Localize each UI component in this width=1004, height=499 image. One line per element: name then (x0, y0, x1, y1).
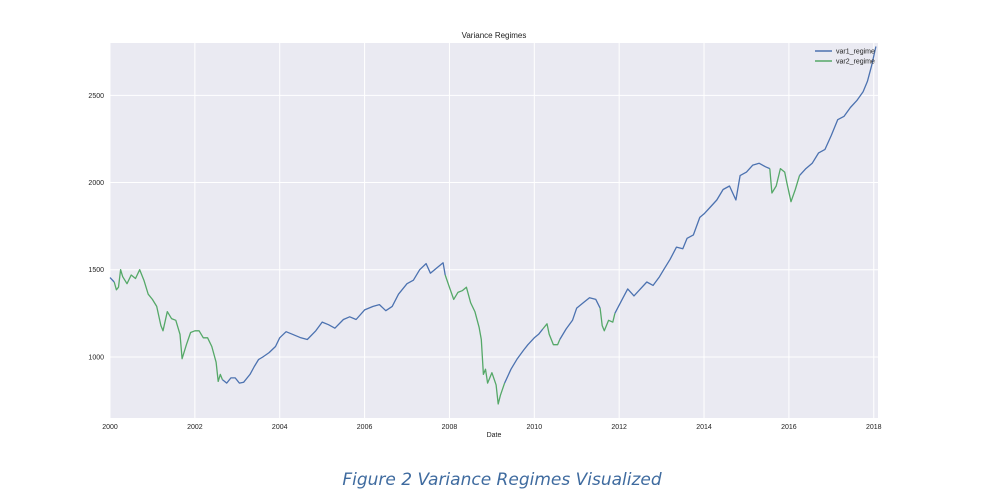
series-line-var1_regime (109, 277, 115, 283)
chart-title: Variance Regimes (462, 31, 527, 40)
x-tick-label: 2002 (187, 424, 203, 431)
series-line-var1_regime (614, 162, 771, 314)
x-tick-label: 2012 (611, 424, 627, 431)
x-axis-label: Date (487, 432, 502, 439)
x-tick-label: 2000 (102, 424, 118, 431)
series-line-var2_regime (444, 274, 506, 405)
y-tick-label: 2000 (88, 180, 104, 187)
x-tick-label: 2004 (272, 424, 288, 431)
series-line-var2_regime (113, 269, 224, 383)
y-tick-label: 1000 (88, 354, 104, 361)
series-line-var1_regime (504, 328, 544, 384)
series-line-var1_regime (799, 46, 877, 177)
series-line-var2_regime (599, 308, 616, 332)
x-tick-label: 2010 (527, 424, 543, 431)
series-line-var2_regime (769, 167, 801, 203)
series-line-var2_regime (542, 323, 561, 346)
y-tick-label: 1500 (88, 267, 104, 274)
series-lines (109, 46, 877, 405)
x-tick-label: 2016 (781, 424, 797, 431)
plot-area (110, 43, 878, 418)
legend: var1_regime var2_regime (815, 49, 875, 66)
x-tick-label: 2014 (696, 424, 712, 431)
x-tick-label: 2008 (442, 424, 458, 431)
x-tick-label: 2018 (866, 424, 882, 431)
series-line-var1_regime (559, 297, 601, 340)
x-tick-label: 2006 (357, 424, 373, 431)
grid-lines (109, 43, 878, 418)
tick-labels: 2000 2002 2004 2006 2008 2010 2012 2014 2016 2018… (88, 93, 881, 431)
series-line-var1_regime (221, 262, 446, 384)
y-tick-label: 2500 (88, 93, 104, 100)
figure-caption: Figure 2 Variance Regimes Visualized (342, 470, 662, 490)
variance-regimes-chart: Variance Regimes 2000 2002 2004 2006 2008 201… (88, 31, 881, 439)
legend-label: var1_regime (836, 49, 875, 56)
legend-label: var2_regime (836, 59, 875, 66)
